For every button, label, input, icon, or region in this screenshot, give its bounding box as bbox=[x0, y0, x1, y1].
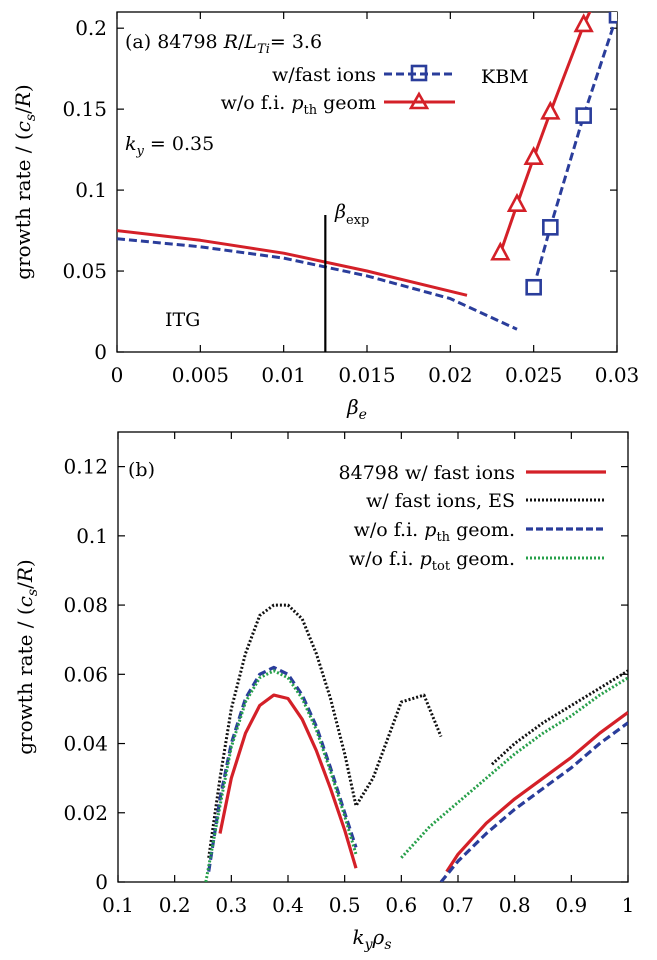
panel-a-legend: w/fast ions w/o f.i. pth geom bbox=[221, 64, 455, 118]
y-tick-label: 0.1 bbox=[76, 524, 108, 548]
panel-b-x-ticks: 0.1 0.2 0.3 0.4 0.5 0.6 0.7 0.8 0.9 1 bbox=[102, 432, 634, 917]
series-2-line bbox=[490, 669, 628, 766]
x-tick-label: 0.02 bbox=[428, 363, 473, 387]
legend-fast-ions: w/fast ions bbox=[272, 64, 376, 86]
x-tick-label: 0.5 bbox=[329, 893, 361, 917]
legend-square-marker bbox=[410, 64, 428, 82]
series-3-line bbox=[439, 721, 628, 882]
panel-b-series bbox=[204, 603, 628, 882]
square-data-point bbox=[525, 278, 542, 296]
panel-a-y-ticks: 0 0.05 0.1 0.15 0.2 bbox=[62, 16, 617, 364]
y-tick-label: 0.04 bbox=[63, 732, 108, 756]
x-tick-label: 0 bbox=[111, 363, 124, 387]
square-data-point bbox=[542, 219, 559, 236]
x-tick-label: 0.015 bbox=[338, 363, 395, 387]
panel-a-frame bbox=[116, 11, 618, 353]
y-tick-label: 0.08 bbox=[63, 593, 108, 617]
x-tick-label: 0.2 bbox=[159, 893, 191, 917]
series-3-line bbox=[207, 665, 358, 872]
y-tick-label: 0 bbox=[94, 340, 107, 364]
panel-b-title: (b) bbox=[128, 459, 155, 481]
triangle-data-point bbox=[523, 145, 544, 166]
triangle-data-point bbox=[573, 13, 594, 33]
panel-a-title: (a) 84798 R/LTi= 3.6 bbox=[125, 31, 322, 57]
legend-b-fast-ions: 84798 w/ fast ions bbox=[339, 462, 515, 484]
x-tick-label: 0.8 bbox=[499, 893, 531, 917]
legend-no-fast-ions: w/o f.i. pth geom bbox=[221, 92, 376, 118]
x-tick-label: 0.1 bbox=[102, 893, 134, 917]
panel-b: 0 0.02 0.04 0.06 0.08 0.1 0.12 0.1 0.2 0.3 0.4 0.5… bbox=[13, 431, 634, 953]
x-tick-label: 0.025 bbox=[505, 363, 562, 387]
y-tick-label: 0.02 bbox=[63, 801, 108, 825]
panel-b-frame bbox=[117, 431, 629, 883]
x-tick-label: 0.6 bbox=[385, 893, 417, 917]
kbm-label: KBM bbox=[481, 66, 529, 88]
series-4-line bbox=[204, 669, 358, 882]
panel-b-x-label: kyρs bbox=[353, 925, 392, 953]
panel-a-x-ticks: 0 0.005 0.01 0.015 0.02 0.025 0.03 bbox=[111, 12, 640, 387]
series-4-line bbox=[400, 676, 628, 859]
series-1-line bbox=[445, 711, 628, 873]
square-data-point bbox=[608, 12, 617, 24]
y-tick-label: 0.05 bbox=[62, 259, 107, 283]
ky-label: ky = 0.35 bbox=[125, 133, 214, 159]
legend-b-pth: w/o f.i. pth geom. bbox=[354, 519, 515, 545]
panel-b-legend: 84798 w/ fast ions w/ fast ions, ES w/o … bbox=[240, 452, 620, 576]
panel-a-y-label: growth rate / (cs/R) bbox=[11, 84, 39, 279]
x-tick-label: 1 bbox=[622, 893, 635, 917]
beta-exp-label: βexp bbox=[334, 201, 369, 228]
square-data-point bbox=[575, 107, 592, 124]
y-tick-label: 0.15 bbox=[62, 97, 107, 121]
legend-b-es: w/ fast ions, ES bbox=[366, 490, 515, 512]
x-tick-label: 0.4 bbox=[272, 893, 304, 917]
series-2-line bbox=[207, 603, 443, 859]
series-1-line bbox=[532, 14, 617, 288]
panel-a: 0 0.05 0.1 0.15 0.2 0 0.005 0.01 0.015 0.02 0.025… bbox=[11, 11, 640, 423]
triangle-data-point bbox=[540, 100, 561, 120]
y-tick-label: 0.06 bbox=[63, 662, 108, 686]
panel-a-x-label: βe bbox=[346, 395, 367, 423]
itg-label: ITG bbox=[165, 309, 200, 331]
y-tick-label: 0.1 bbox=[75, 178, 107, 202]
x-tick-label: 0.3 bbox=[215, 893, 247, 917]
x-tick-label: 0.7 bbox=[442, 893, 474, 917]
x-tick-label: 0.005 bbox=[172, 363, 229, 387]
series-1-line bbox=[218, 693, 358, 869]
series-2-line bbox=[117, 229, 468, 297]
y-tick-label: 0.2 bbox=[75, 16, 107, 40]
panel-b-y-ticks: 0 0.02 0.04 0.06 0.08 0.1 0.12 bbox=[63, 455, 628, 894]
x-tick-label: 0.01 bbox=[261, 363, 306, 387]
x-tick-label: 0.9 bbox=[555, 893, 587, 917]
legend-triangle-marker bbox=[408, 91, 430, 110]
triangle-data-point bbox=[506, 192, 528, 212]
triangle-data-point bbox=[490, 241, 511, 261]
series-2-line bbox=[498, 12, 592, 254]
panel-b-y-label: growth rate / (cs/R) bbox=[13, 559, 41, 754]
y-tick-label: 0 bbox=[95, 870, 108, 894]
x-tick-label: 0.03 bbox=[595, 363, 640, 387]
y-tick-label: 0.12 bbox=[63, 455, 108, 479]
